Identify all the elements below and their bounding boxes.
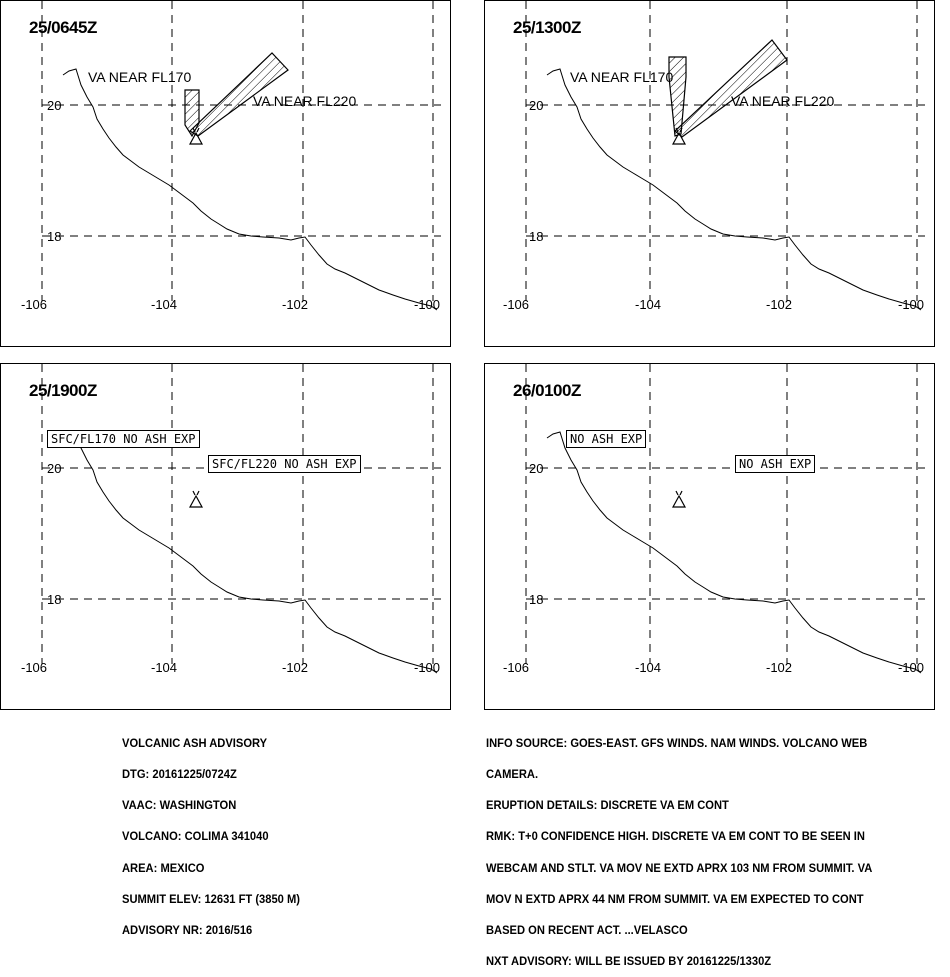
lon-tick-102: -102: [282, 660, 309, 675]
lon-tick-100: -100: [898, 660, 925, 675]
lon-tick-102: -102: [766, 660, 793, 675]
map-panel-1: 25/0645Z VA NEAR FL170 VA NEAR FL220 20 …: [0, 0, 451, 347]
lat-tick-18: 18: [47, 592, 62, 607]
panel-time: 26/0100Z: [513, 381, 581, 400]
advisory-details-block: INFO SOURCE: GOES-EAST. GFS WINDS. NAM W…: [486, 717, 872, 977]
map-canvas: [41, 364, 441, 674]
advisory-area: AREA: MEXICO: [122, 860, 205, 875]
map-panel-3: 25/1900Z SFC/FL170 NO ASH EXP SFC/FL220 …: [0, 363, 451, 710]
coastline: [62, 68, 438, 311]
advisory-info-source-cont: CAMERA.: [486, 767, 539, 782]
map-panel-4: 26/0100Z NO ASH EXP NO ASH EXP 20 18 -10…: [484, 363, 935, 710]
lat-tick-20: 20: [529, 98, 544, 113]
lon-tick-106: -106: [21, 297, 48, 312]
volcano-icon: [188, 490, 204, 508]
volcano-icon: [671, 127, 687, 145]
advisory-eruption-details: ERUPTION DETAILS: DISCRETE VA EM CONT: [486, 798, 729, 813]
volcano-icon: [671, 490, 687, 508]
panel-time: 25/1300Z: [513, 18, 581, 37]
ash-cloud-fl220: [674, 39, 788, 138]
advisory-vaac: VAAC: WASHINGTON: [122, 798, 237, 813]
advisory-dtg: DTG: 20161225/0724Z: [122, 767, 237, 782]
lat-tick-18: 18: [529, 229, 544, 244]
map-panel-2: 25/1300Z VA NEAR FL170 VA NEAR FL220 20 …: [484, 0, 935, 347]
lat-tick-20: 20: [529, 461, 544, 476]
advisory-number: ADVISORY NR: 2016/516: [122, 923, 253, 938]
lat-tick-20: 20: [47, 98, 62, 113]
panel-time: 25/0645Z: [29, 18, 97, 37]
advisory-title: VOLCANIC ASH ADVISORY: [122, 735, 268, 750]
advisory-header-block: VOLCANIC ASH ADVISORY DTG: 20161225/0724…: [122, 717, 300, 946]
coastline: [546, 431, 922, 674]
lon-tick-104: -104: [151, 297, 178, 312]
volcano-icon: [188, 127, 204, 145]
ash-label-fl170: VA NEAR FL170: [570, 69, 674, 85]
lon-tick-104: -104: [635, 297, 662, 312]
lon-tick-100: -100: [414, 297, 441, 312]
lon-tick-100: -100: [414, 660, 441, 675]
no-ash-label-fl170: SFC/FL170 NO ASH EXP: [47, 430, 200, 448]
advisory-info-source: INFO SOURCE: GOES-EAST. GFS WINDS. NAM W…: [486, 735, 868, 750]
lat-tick-20: 20: [47, 461, 62, 476]
lon-tick-106: -106: [21, 660, 48, 675]
advisory-remarks-2: WEBCAM AND STLT. VA MOV NE EXTD APRX 103…: [486, 860, 873, 875]
no-ash-label-fl220: SFC/FL220 NO ASH EXP: [208, 455, 361, 473]
graticule: [525, 1, 925, 301]
map-canvas: [525, 364, 925, 674]
coastline: [546, 68, 922, 311]
advisory-remarks-3: MOV N EXTD APRX 44 NM FROM SUMMIT. VA EM…: [486, 891, 864, 906]
ash-label-fl220: VA NEAR FL220: [731, 93, 835, 109]
graticule: [525, 364, 925, 664]
advisory-summit-elev: SUMMIT ELEV: 12631 FT (3850 M): [122, 891, 300, 906]
lon-tick-100: -100: [898, 297, 925, 312]
advisory-remarks-1: RMK: T+0 CONFIDENCE HIGH. DISCRETE VA EM…: [486, 829, 865, 844]
map-canvas: [41, 1, 441, 311]
graticule: [41, 364, 441, 664]
lon-tick-104: -104: [151, 660, 178, 675]
no-ash-label-fl170: NO ASH EXP: [566, 430, 647, 448]
advisory-volcano: VOLCANO: COLIMA 341040: [122, 829, 269, 844]
lon-tick-102: -102: [766, 297, 793, 312]
lon-tick-102: -102: [282, 297, 309, 312]
ash-label-fl220: VA NEAR FL220: [253, 93, 357, 109]
panel-time: 25/1900Z: [29, 381, 97, 400]
coastline: [62, 431, 438, 674]
ash-label-fl170: VA NEAR FL170: [88, 69, 192, 85]
no-ash-label-fl220: NO ASH EXP: [735, 455, 816, 473]
lon-tick-106: -106: [503, 660, 530, 675]
advisory-next: NXT ADVISORY: WILL BE ISSUED BY 20161225…: [486, 954, 772, 969]
lat-tick-18: 18: [529, 592, 544, 607]
lon-tick-104: -104: [635, 660, 662, 675]
map-canvas: [525, 1, 925, 311]
lat-tick-18: 18: [47, 229, 62, 244]
advisory-remarks-4: BASED ON RECENT ACT. ...VELASCO: [486, 923, 688, 938]
graticule: [41, 1, 441, 301]
lon-tick-106: -106: [503, 297, 530, 312]
